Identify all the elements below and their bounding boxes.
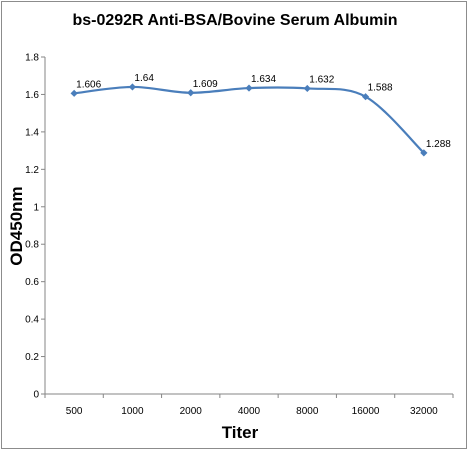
y-tick-label: 0 — [33, 390, 39, 401]
y-tick-label: 0.6 — [25, 277, 39, 288]
y-tick-label: 1.2 — [25, 165, 39, 176]
y-axis-title: OD450nm — [7, 186, 26, 265]
x-tick-label: 4000 — [238, 406, 261, 417]
x-tick-label: 8000 — [296, 406, 319, 417]
x-tick-label: 1000 — [121, 406, 144, 417]
y-tick-label: 0.4 — [25, 315, 39, 326]
y-axis-ticks: 0 0.2 0.4 0.6 0.8 1 1.2 1.4 1.6 1.8 — [25, 53, 45, 401]
data-label: 1.64 — [134, 73, 154, 84]
y-tick-label: 1.6 — [25, 90, 39, 101]
data-label: 1.288 — [426, 139, 451, 150]
x-tick-label: 500 — [66, 406, 83, 417]
data-point — [187, 89, 195, 97]
x-axis-ticks: 500 1000 2000 4000 8000 16000 32000 — [44, 394, 454, 417]
series-line — [74, 85, 425, 154]
x-axis-title: Titer — [222, 423, 259, 442]
data-label: 1.632 — [309, 74, 334, 85]
data-point — [128, 83, 137, 91]
data-label: 1.606 — [76, 79, 101, 90]
data-labels: 1.606 1.64 1.609 1.634 1.632 1.588 1.288 — [76, 73, 451, 150]
data-label: 1.609 — [193, 79, 218, 90]
y-tick-label: 1.8 — [25, 53, 39, 64]
data-point — [361, 93, 370, 101]
data-label: 1.588 — [368, 83, 393, 94]
x-tick-label: 32000 — [410, 406, 438, 417]
data-point — [245, 84, 253, 92]
data-points — [70, 83, 428, 157]
data-point — [70, 89, 78, 97]
x-tick-label: 2000 — [180, 406, 203, 417]
y-tick-label: 1.4 — [25, 127, 39, 138]
data-label: 1.634 — [251, 74, 276, 85]
data-point — [420, 149, 428, 157]
y-tick-label: 0.8 — [25, 240, 39, 251]
chart-title: bs-0292R Anti-BSA/Bovine Serum Albumin — [72, 12, 397, 29]
data-point — [303, 84, 311, 93]
x-tick-label: 16000 — [352, 406, 380, 417]
y-tick-label: 0.2 — [25, 352, 39, 363]
y-tick-label: 1 — [33, 202, 39, 213]
